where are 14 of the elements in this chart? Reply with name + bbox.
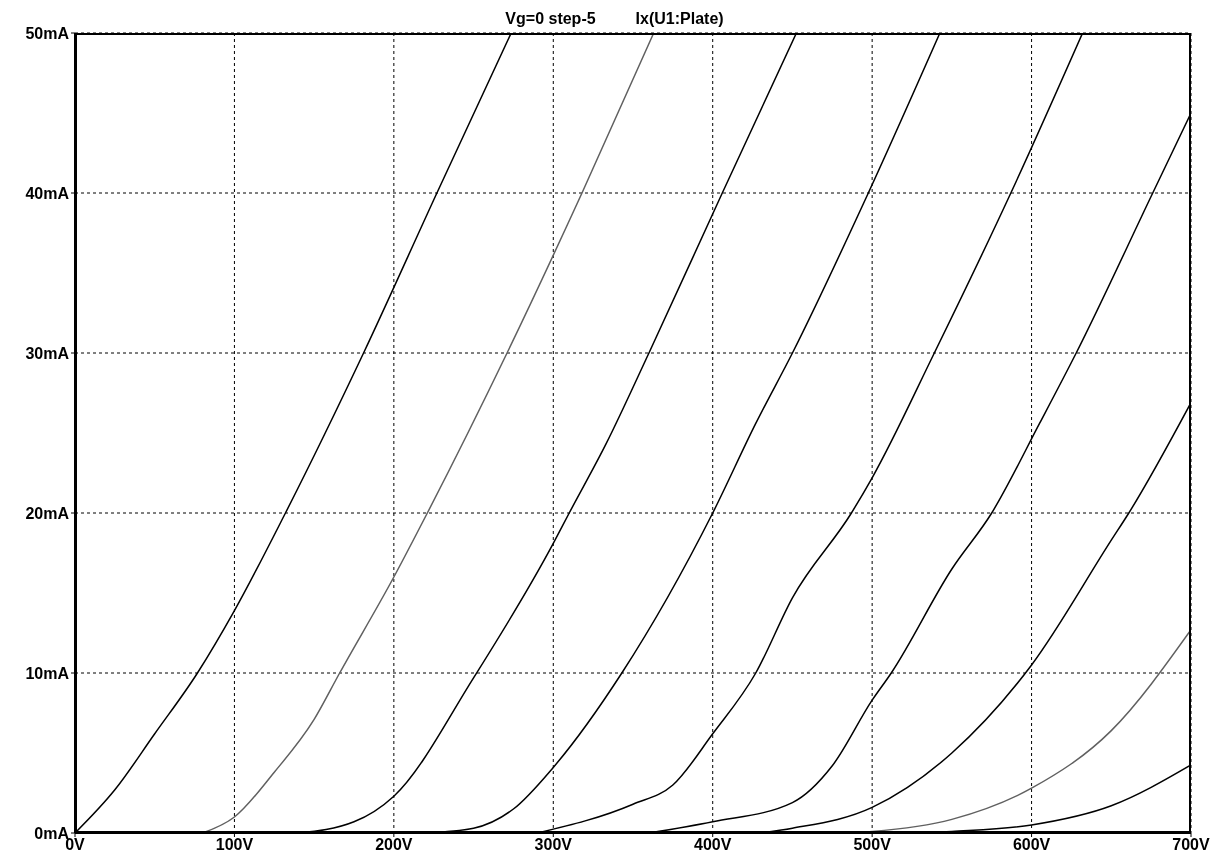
x-tick-label: 400V (694, 836, 732, 854)
x-tick-label: 100V (215, 836, 254, 854)
y-tick-label: 20mA (25, 504, 70, 522)
y-tick-label: 10mA (25, 664, 70, 682)
x-tick-label: 700V (1172, 836, 1211, 854)
x-tick-label: 300V (534, 836, 573, 854)
x-tick-label: 200V (375, 836, 413, 854)
chart-title: Vg=0 step-5 (505, 10, 596, 27)
x-tick-label: 500V (853, 836, 892, 854)
chart-subtitle: Ix(U1:Plate) (635, 10, 724, 27)
y-tick-label: 30mA (25, 344, 70, 362)
y-tick-label: 40mA (25, 184, 70, 202)
y-tick-label: 50mA (25, 24, 70, 42)
x-tick-label: 600V (1012, 836, 1051, 854)
